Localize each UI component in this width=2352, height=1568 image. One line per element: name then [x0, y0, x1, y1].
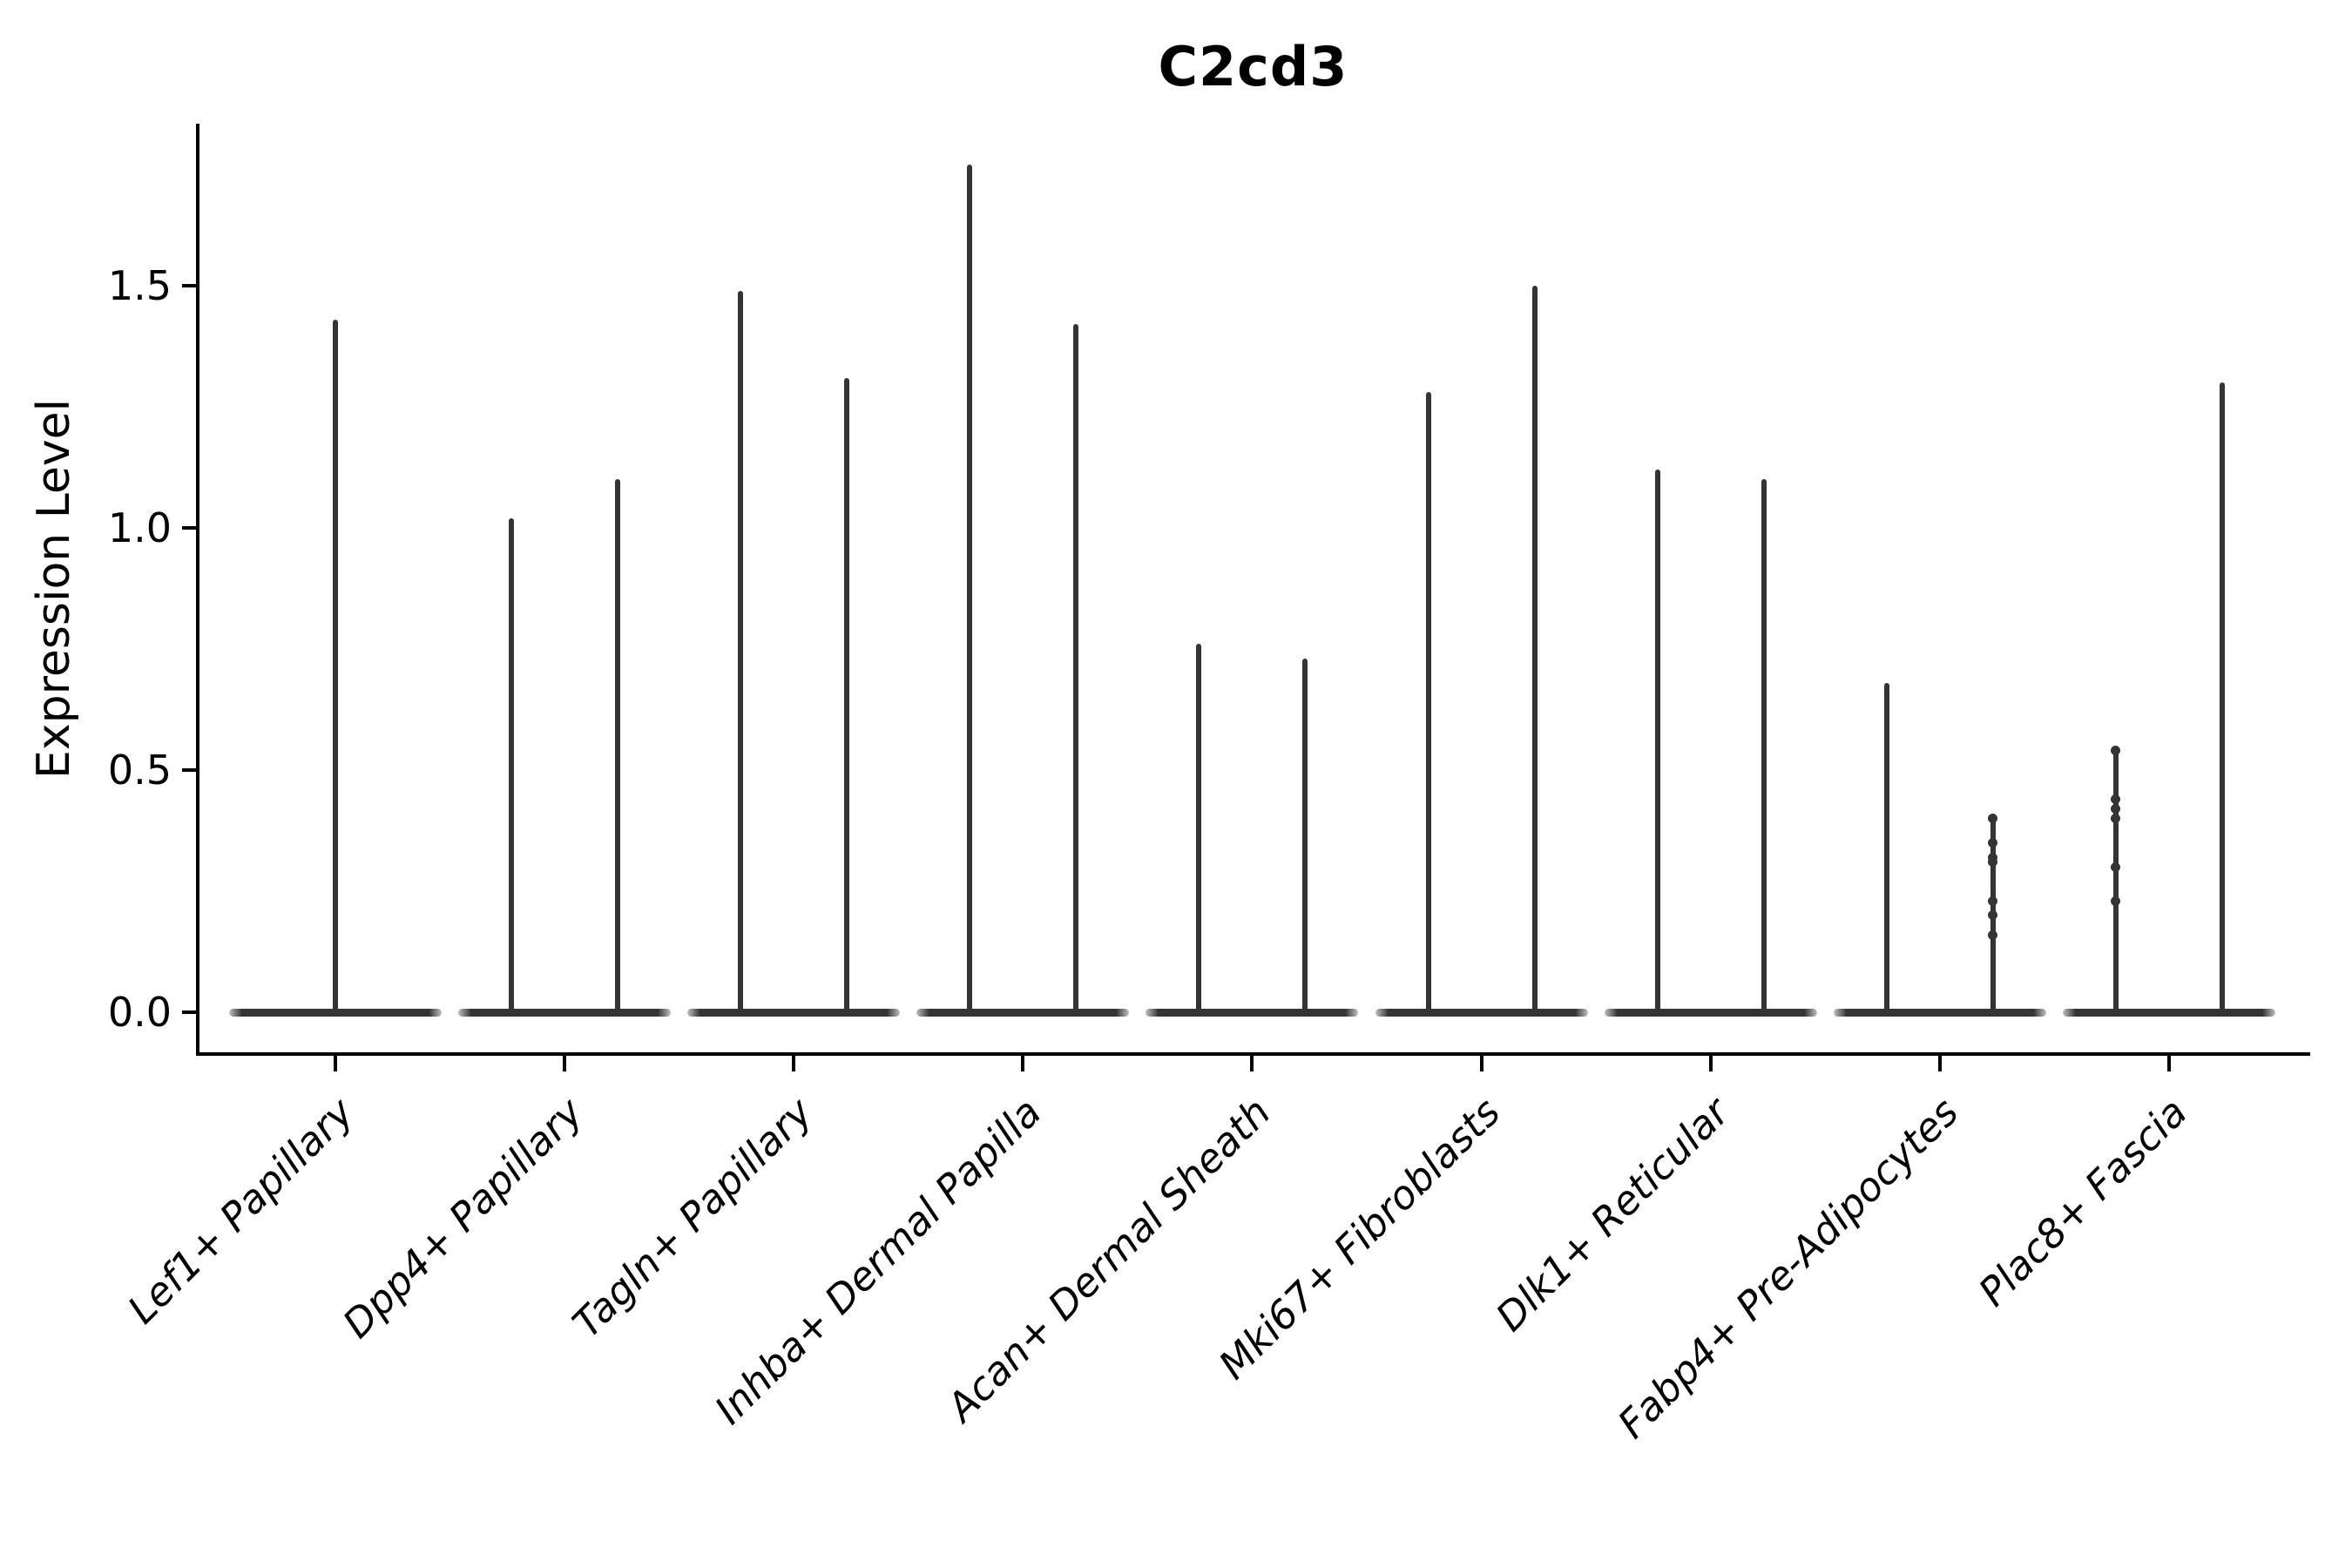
jitter-dot	[1988, 910, 1998, 921]
x-axis-line	[196, 1052, 2310, 1056]
y-tick-label: 0.0	[107, 989, 172, 1036]
violin-spike	[615, 479, 621, 1016]
violin-spike	[1761, 479, 1767, 1016]
jitter-dot	[2111, 746, 2121, 756]
violin-spike	[2219, 382, 2225, 1016]
violin-base	[1146, 1009, 1359, 1017]
y-tick-label: 1.0	[107, 504, 172, 551]
x-tick-label: Lef1+ Papillary	[118, 1089, 363, 1333]
x-tick-mark	[1937, 1056, 1942, 1071]
y-tick-mark	[182, 526, 198, 530]
violin-base	[1833, 1009, 2046, 1017]
x-tick-mark	[2166, 1056, 2171, 1071]
x-tick-mark	[1021, 1056, 1025, 1071]
violin-spike	[333, 319, 338, 1016]
violin-base	[1604, 1009, 1817, 1017]
violin-spike	[1302, 659, 1308, 1016]
jitter-dot	[1988, 929, 1998, 940]
violin-spike	[1654, 470, 1660, 1016]
x-tick-label: Plac8+ Fascia	[1970, 1089, 2197, 1315]
x-tick-label: Tagln+ Papillary	[563, 1089, 821, 1347]
violin-spike	[738, 290, 744, 1016]
x-tick-mark	[1250, 1056, 1254, 1071]
jitter-dot	[2111, 896, 2121, 906]
x-tick-mark	[563, 1056, 567, 1071]
violin-spike	[509, 517, 515, 1016]
jitter-dot	[1988, 837, 1998, 848]
x-tick-mark	[334, 1056, 337, 1071]
jitter-dot	[1988, 896, 1998, 906]
y-tick-label: 0.5	[107, 747, 172, 794]
violin-base	[2062, 1009, 2275, 1017]
y-tick-mark	[182, 1010, 198, 1014]
violin-base	[1375, 1009, 1588, 1017]
jitter-dot	[2111, 794, 2121, 804]
violin-spike	[1196, 644, 1202, 1016]
x-tick-mark	[1479, 1056, 1484, 1071]
violin-spike	[1531, 286, 1538, 1016]
jitter-dot	[2111, 862, 2121, 872]
violin-spike	[2112, 746, 2119, 1016]
jitter-dot	[2111, 803, 2121, 814]
y-tick-mark	[182, 768, 198, 772]
jitter-dot	[1988, 814, 1998, 824]
y-axis-line	[196, 124, 199, 1056]
violin-base	[916, 1009, 1130, 1017]
y-axis-label: Expression Level	[28, 398, 80, 780]
violin-spike	[1073, 324, 1079, 1016]
x-tick-mark	[1708, 1056, 1713, 1071]
violin-spike	[967, 165, 973, 1016]
x-tick-label: Dpp4+ Papillary	[334, 1089, 592, 1348]
chart-title: C2cd3	[1158, 35, 1348, 98]
violin-base	[687, 1009, 901, 1017]
violin-spike	[1883, 682, 1889, 1016]
violin-spike	[1425, 392, 1431, 1016]
y-tick-mark	[182, 284, 198, 287]
x-tick-mark	[792, 1056, 796, 1071]
jitter-dot	[1988, 852, 1998, 862]
x-tick-label: Dlk1+ Reticular	[1486, 1089, 1739, 1341]
jitter-dot	[1988, 857, 1998, 868]
violin-spike	[844, 377, 850, 1016]
jitter-dot	[2111, 814, 2121, 824]
violin-base	[458, 1009, 672, 1017]
y-tick-label: 1.5	[107, 262, 172, 309]
